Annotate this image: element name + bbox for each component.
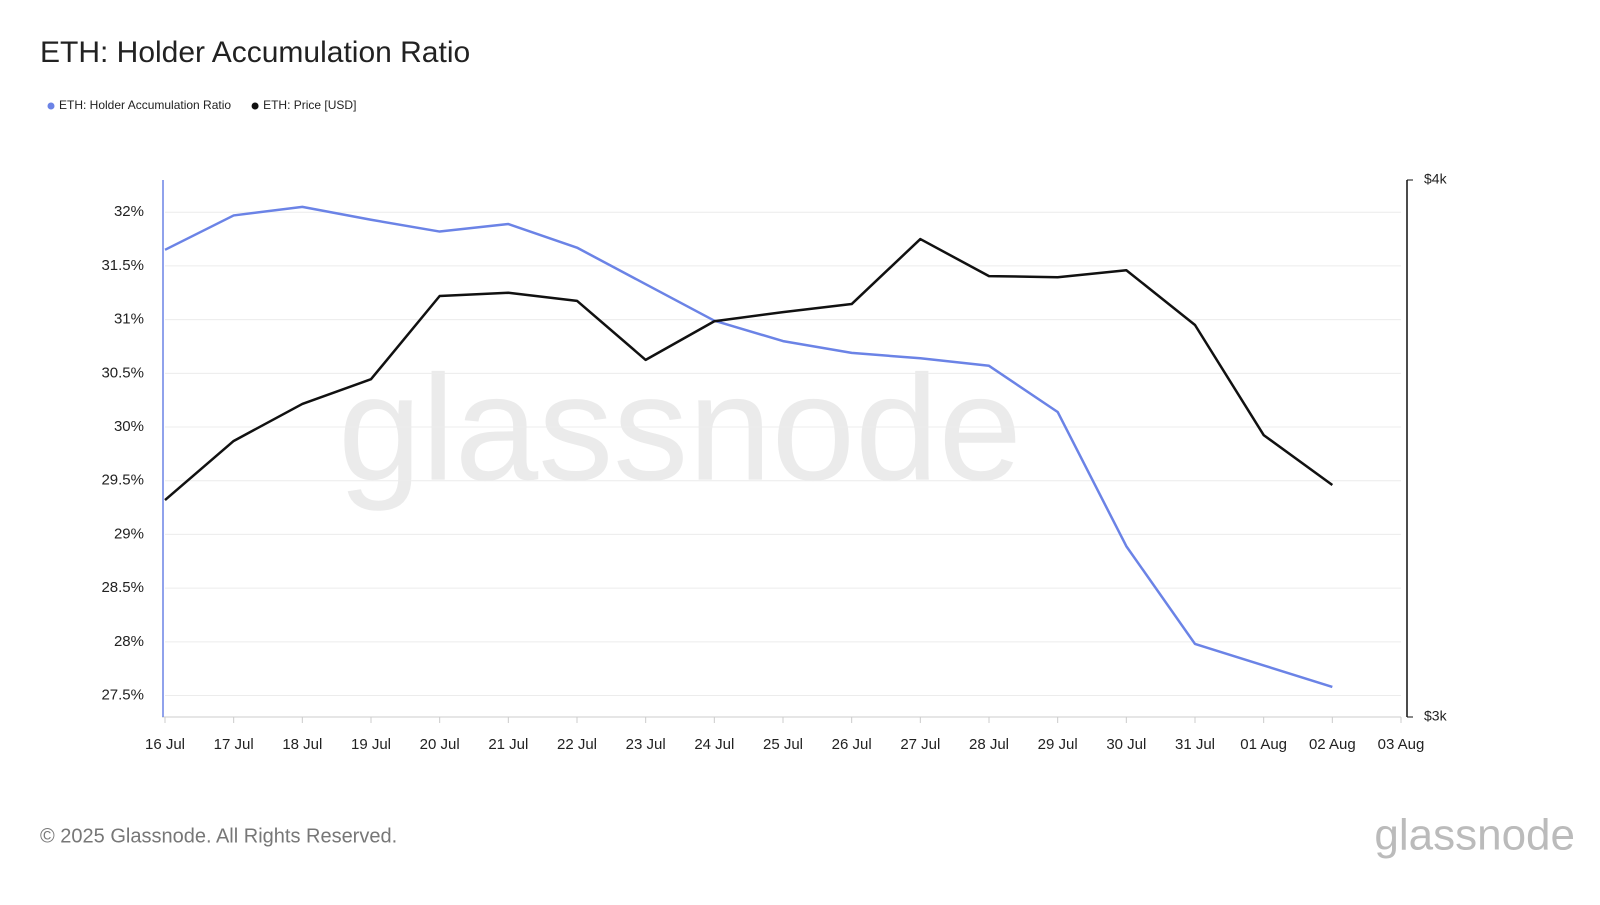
x-tick-label: 30 Jul	[1106, 736, 1146, 753]
legend-swatch	[251, 102, 259, 110]
legend: ETH: Holder Accumulation Ratio ETH: Price…	[47, 98, 356, 112]
x-tick-label: 23 Jul	[626, 736, 666, 753]
y-tick-label: 30.5%	[101, 364, 144, 381]
y-tick-label: 31%	[114, 311, 144, 328]
footer: © 2025 Glassnode. All Rights Reserved.	[40, 825, 397, 847]
x-tick-label: 01 Aug	[1240, 736, 1287, 753]
x-tick-label: 21 Jul	[488, 736, 528, 753]
chart-title: ETH: Holder Accumulation Ratio	[40, 36, 470, 69]
y-tick-label: 31.5%	[101, 257, 144, 274]
y-tick-label: 30%	[114, 418, 144, 435]
x-tick-label: 31 Jul	[1175, 736, 1215, 753]
legend-label: ETH: Price [USD]	[263, 98, 356, 112]
x-tick-label: 18 Jul	[282, 736, 322, 753]
x-tick-label: 17 Jul	[214, 736, 254, 753]
watermark: glassnode	[338, 344, 1022, 512]
y-tick-label: 28%	[114, 633, 144, 650]
x-tick-label: 22 Jul	[557, 736, 597, 753]
legend-swatch	[47, 102, 55, 110]
legend-label: ETH: Holder Accumulation Ratio	[59, 98, 231, 112]
x-tick-label: 19 Jul	[351, 736, 391, 753]
y-tick-label: 32%	[114, 203, 144, 220]
logo: glassnode	[1374, 811, 1575, 860]
y-tick-label: 28.5%	[101, 579, 144, 596]
series-line	[164, 205, 1333, 689]
x-tick-label: 27 Jul	[900, 736, 940, 753]
x-tick-label: 02 Aug	[1309, 736, 1356, 753]
y-tick-label: 29.5%	[101, 472, 144, 489]
x-tick-label: 28 Jul	[969, 736, 1009, 753]
y-tick-label: 29%	[114, 525, 144, 542]
y-tick-label: 27.5%	[101, 686, 144, 703]
x-tick-label: 25 Jul	[763, 736, 803, 753]
x-tick-label: 16 Jul	[145, 736, 185, 753]
series-line	[164, 237, 1334, 501]
x-tick-label: 20 Jul	[420, 736, 460, 753]
x-tick-label: 24 Jul	[694, 736, 734, 753]
x-tick-label: 26 Jul	[832, 736, 872, 753]
x-tick-label: 03 Aug	[1378, 736, 1425, 753]
x-tick-label: 29 Jul	[1038, 736, 1078, 753]
y2-tick-label: $3k	[1424, 708, 1448, 724]
y2-tick-label: $4k	[1424, 171, 1448, 187]
